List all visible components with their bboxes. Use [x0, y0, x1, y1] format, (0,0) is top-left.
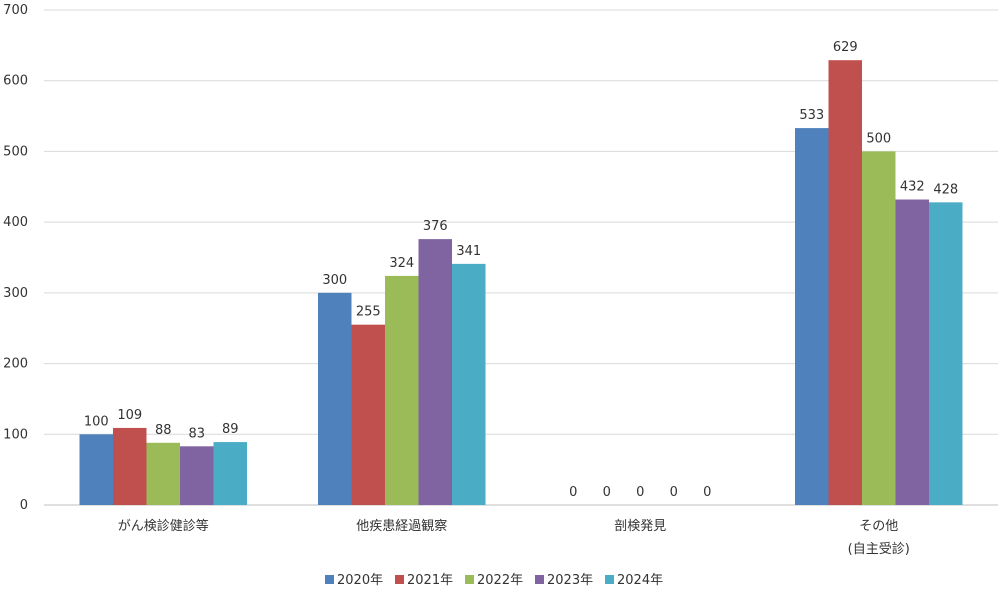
legend-swatch — [605, 575, 614, 584]
data-labels: 100 109 88 83 89 300 255 324 376 341 0 0 0 0 0 533 629 50… — [84, 40, 958, 500]
bar — [113, 427, 147, 505]
bar — [180, 446, 214, 505]
x-tick-label: 剖検発見 — [614, 519, 666, 534]
y-tick-label: 600 — [3, 74, 28, 89]
y-axis-ticks: 0 100 200 300 400 500 600 700 — [3, 3, 28, 513]
data-label: 88 — [155, 423, 172, 438]
bars — [79, 60, 963, 506]
gridlines — [44, 9, 998, 506]
bar — [146, 442, 180, 505]
data-label: 500 — [866, 131, 891, 146]
data-label: 324 — [389, 256, 414, 271]
data-label: 341 — [456, 244, 481, 259]
data-label: 432 — [900, 180, 925, 195]
data-label: 0 — [703, 485, 711, 500]
legend-swatch — [535, 575, 544, 584]
bar — [351, 324, 385, 505]
data-label: 100 — [84, 414, 109, 429]
bar — [385, 275, 419, 505]
bar — [828, 60, 862, 505]
data-label: 89 — [222, 422, 239, 437]
bar — [79, 434, 113, 505]
bar — [929, 202, 963, 506]
y-tick-label: 0 — [20, 498, 28, 513]
bar — [795, 128, 829, 506]
legend-label: 2024年 — [617, 573, 663, 588]
legend-swatch — [325, 575, 334, 584]
bar — [318, 292, 352, 505]
bar — [862, 151, 896, 505]
data-label: 0 — [670, 485, 678, 500]
y-tick-label: 400 — [3, 215, 28, 230]
legend: 2020年 2021年 2022年 2023年 2024年 — [325, 573, 663, 588]
y-tick-label: 200 — [3, 357, 28, 372]
y-tick-label: 700 — [3, 3, 28, 18]
data-label: 300 — [322, 273, 347, 288]
bar — [895, 199, 929, 505]
data-label: 428 — [933, 182, 958, 197]
x-tick-label: その他 — [859, 519, 898, 534]
legend-label: 2023年 — [547, 573, 593, 588]
legend-label: 2022年 — [477, 573, 523, 588]
bar — [418, 239, 452, 505]
x-axis-ticks: がん検診健診等 他疾患経過観察 剖検発見 その他 (自主受診) — [118, 518, 910, 557]
data-label: 533 — [799, 108, 824, 123]
x-tick-label: がん検診健診等 — [118, 518, 209, 534]
data-label: 376 — [423, 219, 448, 234]
legend-label: 2021年 — [407, 573, 453, 588]
x-tick-label: 他疾患経過観察 — [356, 519, 447, 534]
bar — [213, 442, 247, 505]
data-label: 109 — [117, 408, 142, 423]
y-tick-label: 300 — [3, 286, 28, 301]
x-tick-label-line2: (自主受診) — [848, 541, 910, 557]
y-tick-label: 100 — [3, 427, 28, 442]
data-label: 0 — [603, 485, 611, 500]
data-label: 255 — [356, 305, 381, 320]
bar — [452, 263, 486, 505]
y-tick-label: 500 — [3, 144, 28, 159]
legend-swatch — [395, 575, 404, 584]
data-label: 83 — [188, 426, 205, 441]
data-label: 629 — [833, 40, 858, 55]
legend-label: 2020年 — [337, 573, 383, 588]
legend-swatch — [465, 575, 474, 584]
data-label: 0 — [636, 485, 644, 500]
data-label: 0 — [569, 485, 577, 500]
